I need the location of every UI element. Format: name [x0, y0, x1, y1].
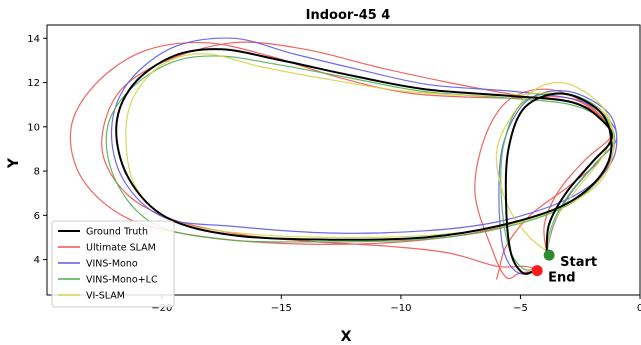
legend-label-vins-mono-lc: VINS-Mono+LC: [86, 275, 158, 286]
legend: Ground Truth Ultimate SLAM VINS-Mono VINS-M…: [51, 220, 175, 308]
axes-frame: [46, 24, 641, 296]
plot-area: [69, 37, 618, 280]
x-tick-label: −15: [271, 303, 292, 314]
y-tick-label: 12: [27, 78, 40, 89]
end-label: End: [548, 271, 575, 286]
x-axis-label: X: [341, 329, 352, 345]
y-tick-label: 4: [34, 255, 40, 266]
series-line-vi-slam: [125, 53, 615, 254]
chart-title: Indoor-45 4: [306, 8, 391, 23]
start-marker: [543, 249, 555, 261]
legend-label-vi-slam: VI-SLAM: [86, 291, 125, 302]
start-label: Start: [560, 255, 597, 270]
x-tick-label: −5: [513, 303, 528, 314]
y-tick-label: 8: [34, 167, 40, 178]
legend-label-ultimate-slam: Ultimate SLAM: [86, 243, 156, 254]
end-marker: [531, 265, 543, 277]
x-tick-label: 0: [637, 303, 641, 314]
y-tick-label: 10: [27, 122, 40, 133]
series-line-ground-truth: [115, 48, 613, 275]
legend-label-ground-truth: Ground Truth: [86, 227, 148, 238]
y-tick-label: 6: [34, 211, 40, 222]
y-axis-label: Y: [6, 157, 22, 169]
series-line-vins-mono: [110, 37, 618, 275]
legend-label-vins-mono: VINS-Mono: [86, 259, 138, 270]
x-tick-label: −20: [151, 303, 172, 314]
y-tick-label: 14: [27, 34, 40, 45]
axis-ticks: −20 −15 −10 −5 0 4 6 8 10 12 14: [27, 34, 641, 314]
legend-frame: [51, 220, 175, 308]
x-tick-label: −10: [390, 303, 411, 314]
